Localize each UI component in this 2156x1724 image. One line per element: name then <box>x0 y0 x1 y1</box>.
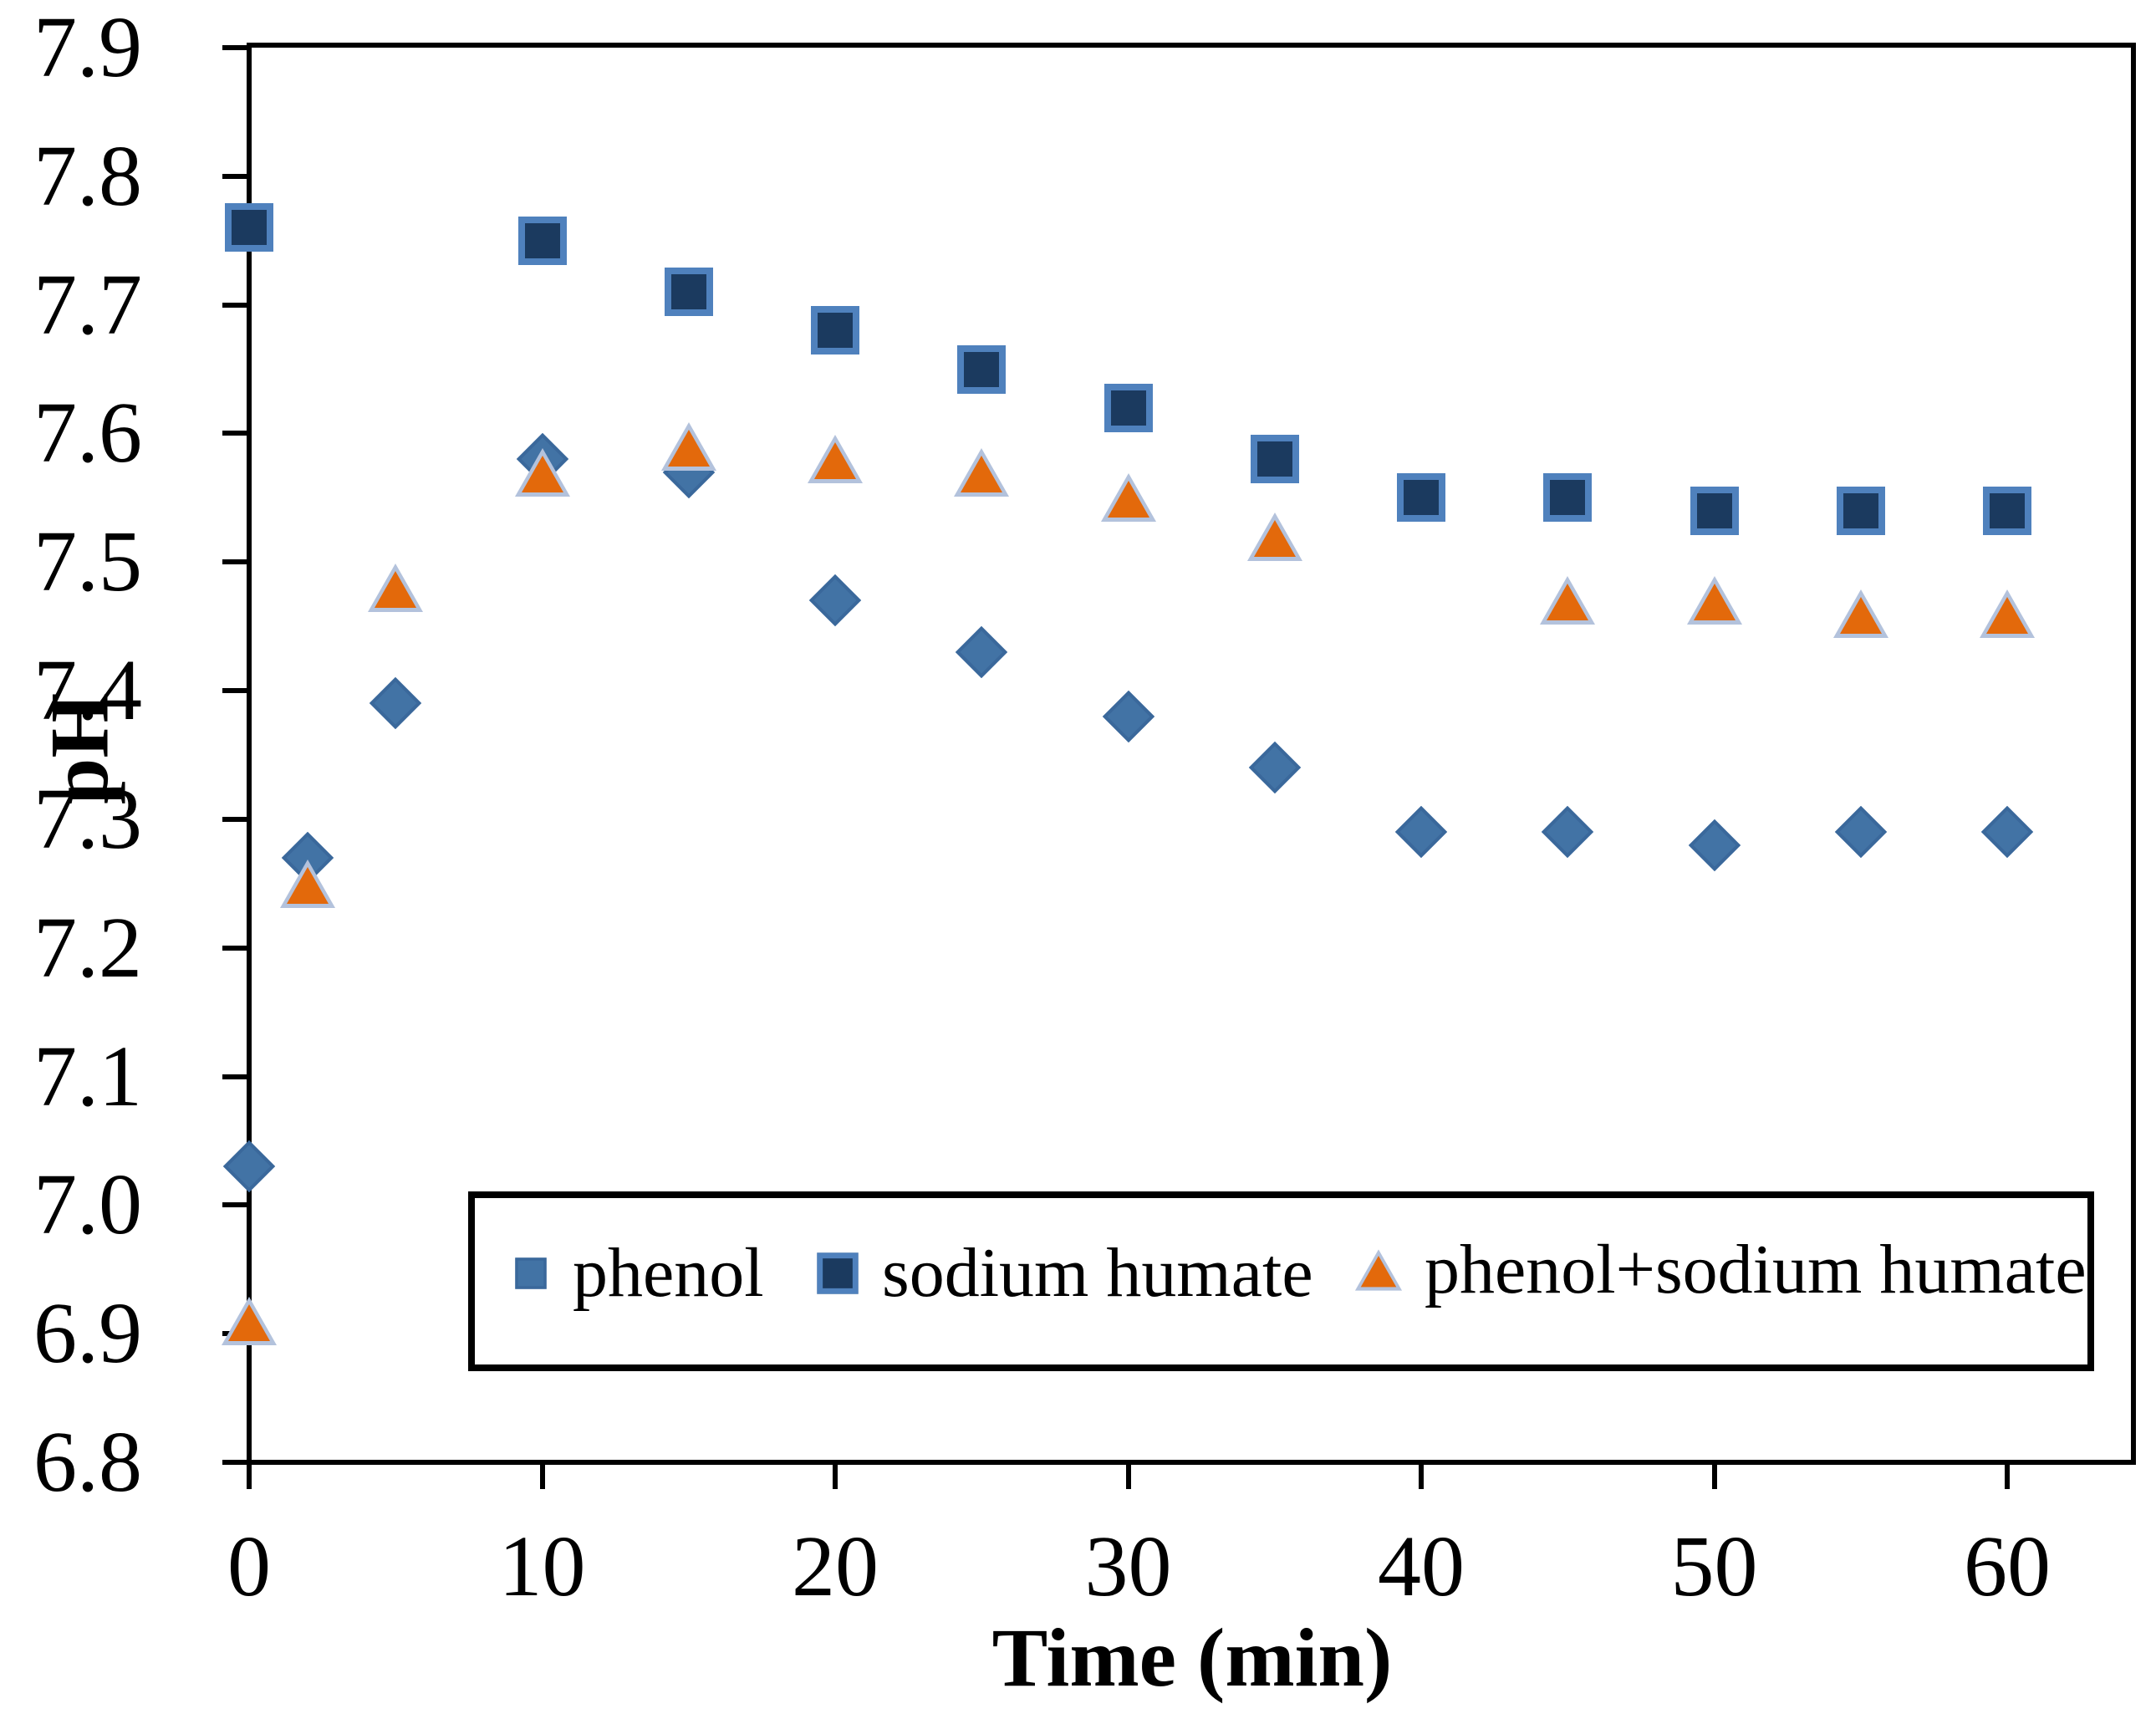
y-tick-label: 7.8 <box>33 127 142 224</box>
data-point-sodium-humate <box>1983 486 2031 535</box>
diamond-icon <box>515 1257 547 1289</box>
y-tick <box>222 688 249 694</box>
triangle-fill <box>1107 481 1149 518</box>
data-point-phenol-sodium-humate <box>222 1296 277 1345</box>
data-point-sodium-humate <box>1250 435 1299 484</box>
y-tick-label: 7.0 <box>33 1156 142 1253</box>
y-tick-label: 7.9 <box>33 0 142 95</box>
legend-item-sodium-humate: sodium humate <box>813 1238 1313 1308</box>
triangle-fill <box>1986 596 2028 634</box>
x-tick <box>1419 1462 1424 1489</box>
y-axis-title: pH <box>33 692 126 805</box>
y-tick-label: 7.7 <box>33 256 142 353</box>
data-point-phenol-sodium-humate <box>368 564 424 613</box>
data-point-sodium-humate <box>957 344 1007 394</box>
triangle-fill <box>521 455 563 492</box>
y-tick-label: 7.4 <box>33 642 142 739</box>
triangle-fill <box>1839 596 1882 634</box>
data-point-sodium-humate <box>1103 383 1153 432</box>
legend-label: sodium humate <box>882 1234 1313 1312</box>
data-point-phenol-sodium-humate <box>1686 576 1742 625</box>
triangle-fill <box>1360 1256 1397 1288</box>
legend-item-phenol-sodium-humate: phenol+sodium humate <box>1351 1235 2087 1305</box>
data-point-phenol-sodium-humate <box>1100 473 1156 523</box>
legend-label: phenol+sodium humate <box>1425 1231 2087 1308</box>
y-tick-label: 7.5 <box>33 513 142 610</box>
x-tick <box>833 1462 838 1489</box>
x-tick-label: 40 <box>1378 1518 1465 1614</box>
data-point-phenol-sodium-humate <box>1980 589 2035 638</box>
x-tick-label: 60 <box>1964 1518 2051 1614</box>
y-tick <box>222 816 249 822</box>
y-tick-label: 7.2 <box>33 899 142 996</box>
legend-label: phenol <box>573 1234 764 1312</box>
data-point-sodium-humate <box>1397 473 1445 523</box>
data-point-sodium-humate <box>517 216 567 265</box>
y-tick <box>222 1460 249 1465</box>
x-tick-label: 30 <box>1084 1518 1172 1614</box>
x-tick-label: 50 <box>1670 1518 1758 1614</box>
y-tick <box>222 431 249 436</box>
triangle-fill <box>961 455 1003 492</box>
data-point-sodium-humate <box>1690 486 1739 535</box>
y-tick-label: 7.3 <box>33 770 142 867</box>
y-tick <box>222 1202 249 1208</box>
y-tick <box>222 45 249 50</box>
y-tick-label: 7.6 <box>33 385 142 482</box>
x-tick <box>539 1462 545 1489</box>
x-tick <box>247 1462 252 1489</box>
data-point-sodium-humate <box>225 203 273 252</box>
data-point-sodium-humate <box>1543 473 1593 523</box>
x-tick-label: 10 <box>498 1518 586 1614</box>
x-tick <box>1125 1462 1131 1489</box>
y-tick <box>222 173 249 179</box>
triangle-fill <box>1693 584 1736 621</box>
y-tick <box>222 302 249 308</box>
triangle-fill <box>228 1303 270 1341</box>
data-point-phenol-sodium-humate <box>280 859 336 908</box>
data-point-phenol-sodium-humate <box>1540 576 1596 625</box>
triangle-fill <box>814 442 856 480</box>
x-tick <box>2005 1462 2010 1489</box>
data-point-phenol-sodium-humate <box>1832 589 1888 638</box>
triangle-fill <box>375 571 417 609</box>
data-point-sodium-humate <box>664 268 713 317</box>
triangle-icon <box>1354 1249 1403 1291</box>
data-point-sodium-humate <box>1836 486 1885 535</box>
x-tick-label: 0 <box>227 1518 271 1614</box>
data-point-phenol-sodium-humate <box>1246 512 1302 561</box>
y-tick <box>222 559 249 565</box>
square-icon <box>817 1252 859 1294</box>
y-tick-label: 6.8 <box>33 1414 142 1510</box>
data-point-sodium-humate <box>811 306 859 355</box>
data-point-phenol-sodium-humate <box>660 421 716 471</box>
y-tick-label: 7.1 <box>33 1028 142 1125</box>
triangle-fill <box>287 866 329 904</box>
legend-box: phenol sodium humate phenol+sodium humat… <box>468 1191 2094 1371</box>
data-point-phenol-sodium-humate <box>808 435 863 484</box>
y-tick <box>222 945 249 951</box>
y-tick <box>222 1074 249 1079</box>
triangle-fill <box>667 429 710 467</box>
triangle-fill <box>1547 584 1589 621</box>
y-tick-label: 6.9 <box>33 1285 142 1382</box>
triangle-fill <box>1253 519 1296 557</box>
data-point-phenol-sodium-humate <box>954 447 1010 497</box>
legend-item-phenol: phenol <box>512 1238 764 1308</box>
x-axis-title: Time (min) <box>991 1611 1393 1704</box>
x-tick-label: 20 <box>792 1518 879 1614</box>
data-point-phenol-sodium-humate <box>514 447 570 497</box>
x-tick <box>1711 1462 1717 1489</box>
